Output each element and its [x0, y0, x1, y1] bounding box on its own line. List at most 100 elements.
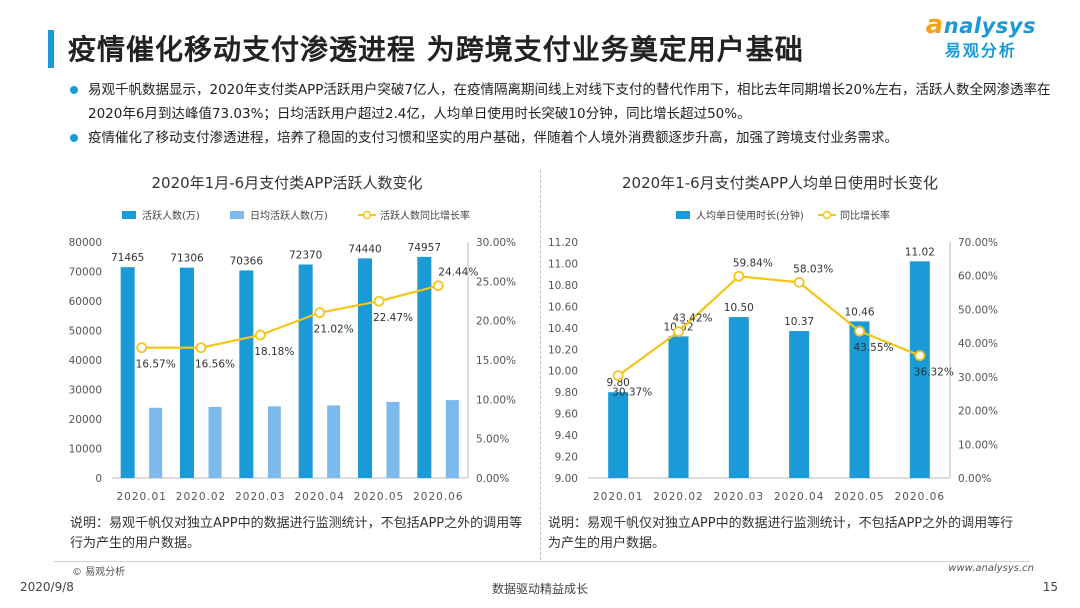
- line-point: [733, 270, 745, 282]
- legend-swatch: [122, 211, 136, 219]
- right-tick-label: 25.00%: [476, 276, 516, 288]
- line-point: [373, 295, 385, 307]
- x-tick-label: 2020.05: [354, 491, 404, 503]
- line-value-label: 16.57%: [136, 359, 176, 371]
- bar-value-label: 74957: [408, 242, 441, 254]
- source-label: © 易观分析: [72, 567, 126, 578]
- logo-text-en: analysys: [925, 10, 1036, 40]
- bar-value-label: 11.02: [905, 246, 935, 258]
- bar-value-label: 10.46: [844, 306, 874, 318]
- bar: [608, 392, 629, 478]
- line-value-label: 59.84%: [733, 257, 773, 269]
- slogan-label: 数据驱动精益成长: [491, 582, 588, 596]
- bar-value-label: 9.80: [606, 377, 629, 389]
- line-point: [136, 342, 148, 354]
- left-tick-label: 10.00: [548, 366, 578, 378]
- summary-bullets: 易观千帆数据显示，2020年支付类APP活跃用户突破7亿人，在疫情隔离期间线上对…: [70, 78, 1060, 150]
- x-tick-label: 2020.03: [235, 491, 285, 503]
- line-point: [254, 329, 266, 341]
- right-tick-label: 20.00%: [958, 406, 998, 418]
- line-value-label: 22.47%: [373, 312, 413, 324]
- bar: [298, 264, 313, 478]
- bar: [239, 270, 254, 478]
- line-point: [314, 307, 326, 319]
- x-tick-label: 2020.01: [116, 491, 166, 503]
- page-title: 疫情催化移动支付渗透进程 为跨境支付业务奠定用户基础: [68, 33, 804, 66]
- right-tick-label: 0.00%: [958, 473, 991, 485]
- series-line: [141, 284, 439, 349]
- right-tick-label: 30.00%: [958, 372, 998, 384]
- line-value-label: 58.03%: [793, 263, 833, 275]
- line-value-label: 21.02%: [314, 324, 354, 336]
- bar: [120, 267, 135, 478]
- line-point: [673, 326, 684, 338]
- line-point: [612, 370, 624, 382]
- right-tick-label: 0.00%: [476, 473, 509, 485]
- bar-value-label: 71306: [170, 253, 204, 265]
- bar: [668, 336, 689, 478]
- bar: [849, 321, 870, 478]
- left-tick-label: 9.40: [555, 430, 578, 442]
- bar-value-label: 72370: [289, 250, 322, 262]
- line-value-label: 30.37%: [612, 387, 652, 399]
- x-tick-label: 2020.03: [714, 491, 764, 503]
- left-tick-label: 60000: [69, 296, 102, 308]
- footer-divider: [54, 561, 1030, 562]
- left-tick-label: 9.20: [555, 452, 578, 464]
- left-tick-label: 10.40: [548, 323, 578, 335]
- legend-swatch: [362, 210, 372, 220]
- line-value-label: 16.56%: [195, 359, 235, 371]
- x-tick-label: 2020.04: [774, 491, 824, 503]
- line-value-label: 36.32%: [914, 367, 954, 379]
- bar: [386, 401, 400, 478]
- line-point: [854, 325, 865, 337]
- left-tick-label: 10000: [69, 444, 102, 456]
- left-tick-label: 10.80: [548, 280, 578, 292]
- bar: [909, 261, 930, 478]
- right-tick-label: 30.00%: [476, 237, 516, 249]
- right-tick-label: 15.00%: [476, 355, 516, 367]
- right-tick-label: 40.00%: [958, 338, 998, 350]
- right-tick-label: 60.00%: [958, 271, 998, 283]
- right-tick-label: 50.00%: [958, 304, 998, 316]
- legend-swatch: [230, 211, 244, 219]
- chart-note-left: 说明：易观千帆仅对独立APP中的数据进行监测统计，不包括APP之外的调用等行为产…: [70, 516, 523, 551]
- x-tick-label: 2020.06: [895, 491, 945, 503]
- x-tick-label: 2020.02: [176, 491, 226, 503]
- bar: [728, 317, 749, 478]
- right-tick-label: 10.00%: [958, 439, 998, 451]
- bar: [149, 407, 163, 478]
- bar: [180, 267, 194, 478]
- bar: [208, 406, 222, 478]
- left-tick-label: 20000: [69, 414, 102, 426]
- left-tick-label: 50000: [69, 326, 102, 338]
- left-tick-label: 11.00: [548, 258, 578, 270]
- left-tick-label: 9.00: [555, 473, 578, 485]
- left-tick-label: 80000: [69, 237, 102, 249]
- left-tick-label: 10.20: [548, 344, 578, 356]
- left-tick-label: 10.60: [548, 301, 578, 313]
- legend-label: 人均单日使用时长(分钟): [696, 209, 804, 222]
- page-number: 15: [1042, 580, 1058, 594]
- x-tick-label: 2020.01: [593, 491, 643, 503]
- left-tick-label: 9.80: [555, 387, 578, 399]
- chart-divider: [540, 170, 541, 560]
- bullet-item: 易观千帆数据显示，2020年支付类APP活跃用户突破7亿人，在疫情隔离期间线上对…: [70, 78, 1060, 126]
- bar-value-label: 10.50: [724, 302, 754, 314]
- x-tick-label: 2020.05: [834, 491, 884, 503]
- legend-label: 活跃人数(万): [142, 209, 200, 222]
- line-value-label: 24.44%: [438, 267, 478, 279]
- bar: [267, 406, 281, 478]
- analysys-logo: analysys 易观分析: [926, 10, 1036, 61]
- left-tick-label: 11.20: [548, 237, 578, 249]
- left-tick-label: 30000: [69, 385, 102, 397]
- right-tick-label: 70.00%: [958, 237, 998, 249]
- bar: [789, 331, 810, 478]
- legend-label: 活跃人数同比增长率: [380, 209, 470, 222]
- x-tick-label: 2020.04: [294, 491, 344, 503]
- date-label: 2020/9/8: [20, 580, 74, 594]
- bar: [417, 256, 432, 478]
- line-point: [793, 276, 805, 288]
- bar-value-label: 74440: [348, 243, 381, 255]
